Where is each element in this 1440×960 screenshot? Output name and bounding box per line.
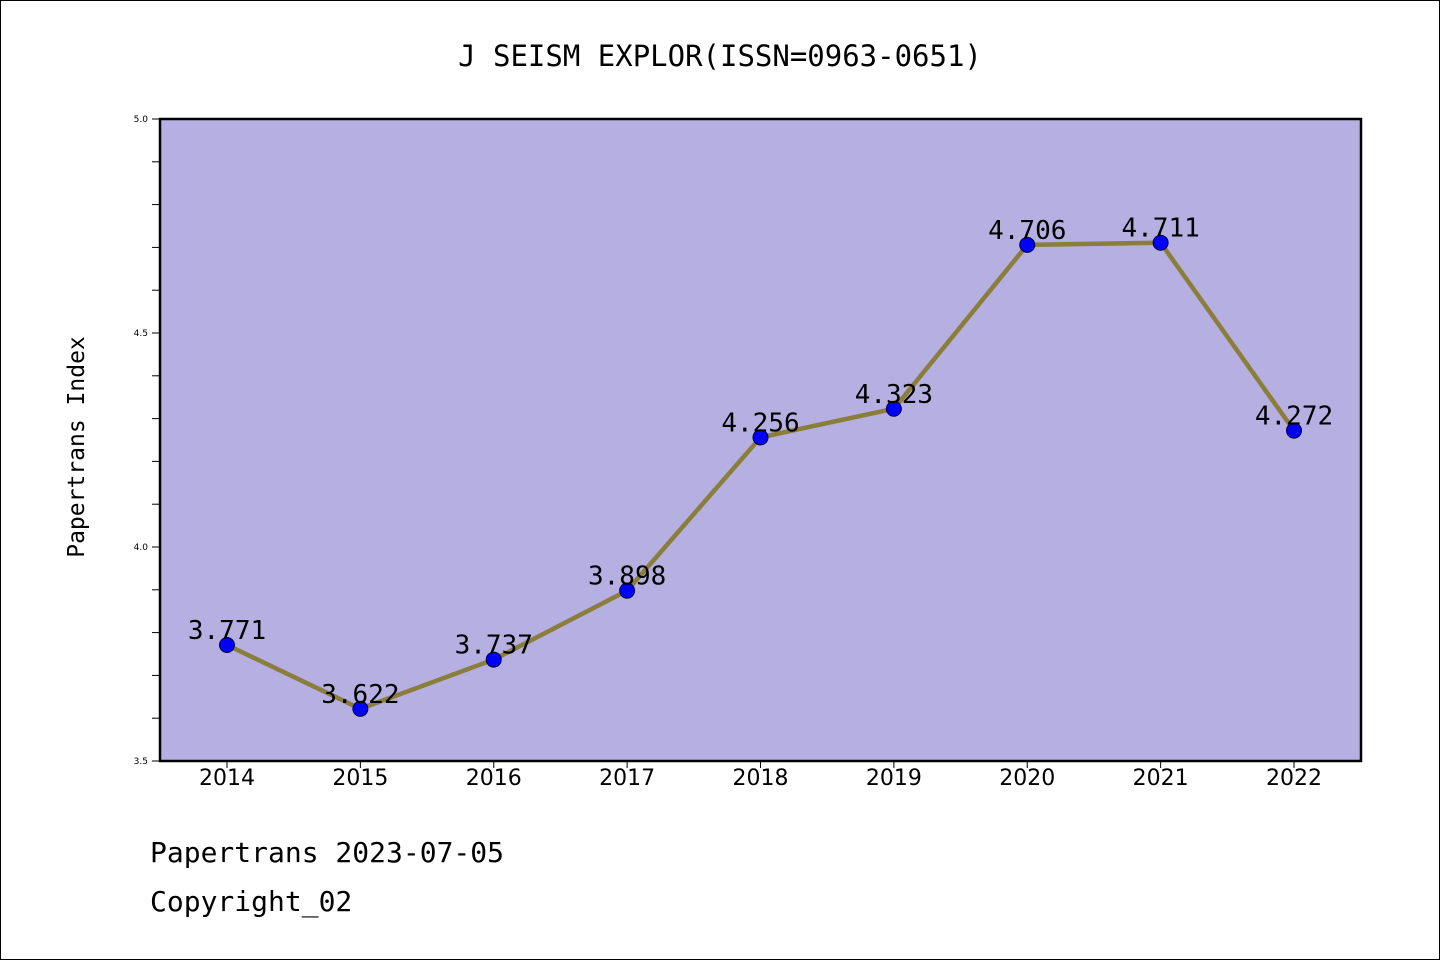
data-point [485, 651, 502, 668]
source-date-text: Papertrans 2023-07-05 [150, 836, 505, 869]
x-tick-label: 2020 [999, 766, 1055, 791]
x-tick-label: 2019 [866, 766, 922, 791]
data-label: 4.706 [988, 216, 1066, 246]
plot-border [158, 117, 1363, 763]
data-label: 3.737 [455, 631, 533, 661]
y-tick-label: 3.5 [134, 757, 148, 767]
data-label: 4.272 [1255, 402, 1333, 432]
x-tick-label: 2021 [1133, 766, 1189, 791]
y-tick-label: 4.5 [134, 329, 148, 339]
copyright-text: Copyright_02 [150, 885, 353, 918]
y-tick-label: 4.0 [134, 543, 149, 553]
y-tick-label: 5.0 [134, 115, 149, 125]
data-point [619, 582, 636, 599]
data-point [885, 400, 902, 417]
x-tick-label: 2015 [332, 766, 388, 791]
y-axis-label: Papertrans Index [64, 336, 90, 558]
data-point [219, 637, 235, 654]
data-point [352, 700, 369, 717]
data-label: 3.622 [321, 680, 399, 710]
data-point [1152, 234, 1169, 251]
x-tick-label: 2022 [1266, 766, 1322, 791]
data-point [752, 429, 769, 446]
x-tick-label: 2018 [733, 766, 789, 791]
data-label: 3.771 [188, 616, 266, 646]
chart-title: J SEISM EXPLOR(ISSN=0963-0651) [458, 39, 982, 73]
data-label: 4.711 [1121, 214, 1199, 244]
data-point [1019, 236, 1036, 253]
data-point [1286, 422, 1302, 439]
x-tick-label: 2014 [199, 766, 255, 791]
data-label: 4.256 [721, 408, 799, 438]
x-tick-label: 2016 [466, 766, 522, 791]
data-label: 3.898 [588, 562, 666, 592]
x-tick-label: 2017 [599, 766, 655, 791]
data-label: 4.323 [855, 380, 933, 410]
